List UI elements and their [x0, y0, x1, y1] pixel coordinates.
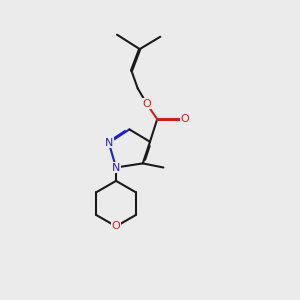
Text: N: N: [112, 163, 120, 172]
Text: O: O: [181, 114, 190, 124]
Text: O: O: [142, 99, 151, 109]
Text: O: O: [112, 221, 120, 231]
Text: N: N: [105, 138, 113, 148]
